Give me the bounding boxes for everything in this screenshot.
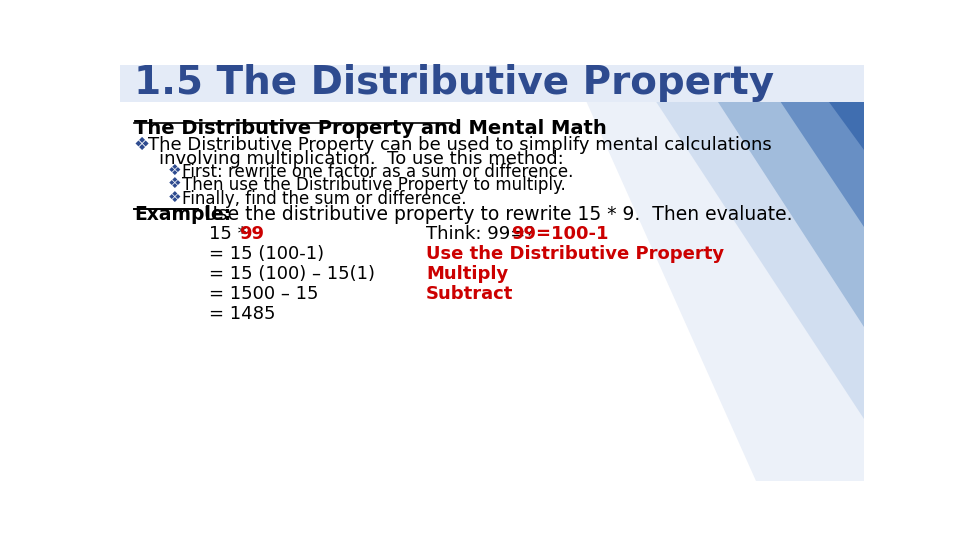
Text: 1.5 The Distributive Property: 1.5 The Distributive Property [134, 64, 774, 102]
Text: ❖: ❖ [168, 190, 181, 205]
Text: Example:: Example: [134, 205, 231, 224]
Text: Use the Distributive Property: Use the Distributive Property [426, 245, 724, 263]
Polygon shape [756, 65, 864, 226]
Text: = 1485: = 1485 [209, 305, 276, 323]
Text: Use the distributive property to rewrite 15 * 9.  Then evaluate.: Use the distributive property to rewrite… [199, 205, 793, 224]
Text: First: rewrite one factor as a sum or difference.: First: rewrite one factor as a sum or di… [182, 164, 573, 181]
Text: = 15 (100-1): = 15 (100-1) [209, 245, 324, 263]
FancyBboxPatch shape [120, 65, 864, 102]
Text: 99=100-1: 99=100-1 [511, 225, 609, 243]
Text: = 15 (100) – 15(1): = 15 (100) – 15(1) [209, 265, 375, 283]
Text: Multiply: Multiply [426, 265, 509, 283]
Text: The Distributive Property and Mental Math: The Distributive Property and Mental Mat… [134, 119, 607, 138]
Text: ❖: ❖ [168, 164, 181, 178]
Text: = 1500 – 15: = 1500 – 15 [209, 285, 319, 303]
Text: Finally, find the sum or difference.: Finally, find the sum or difference. [182, 190, 467, 207]
Text: The Distributive Property can be used to simplify mental calculations: The Distributive Property can be used to… [148, 136, 772, 154]
Text: 15 *: 15 * [209, 225, 252, 243]
Polygon shape [632, 65, 864, 419]
Text: ❖: ❖ [134, 136, 150, 154]
Polygon shape [802, 65, 864, 150]
Polygon shape [693, 65, 864, 327]
Text: ❖: ❖ [168, 177, 181, 192]
Text: 99: 99 [239, 225, 264, 243]
Text: Then use the Distributive Property to multiply.: Then use the Distributive Property to mu… [182, 177, 565, 194]
Polygon shape [569, 65, 864, 481]
Text: involving multiplication.  To use this method:: involving multiplication. To use this me… [158, 150, 564, 167]
Text: Subtract: Subtract [426, 285, 514, 303]
Text: Think: 99=?: Think: 99=? [426, 225, 552, 243]
